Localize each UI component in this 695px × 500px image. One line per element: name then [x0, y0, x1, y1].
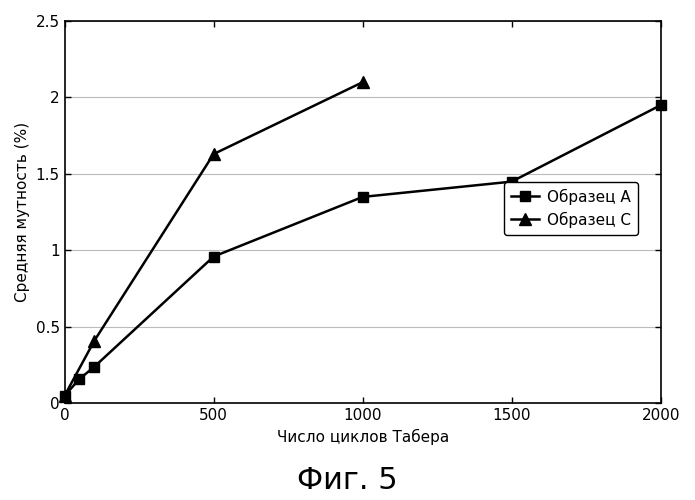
Образец А	[359, 194, 367, 200]
Образец А	[209, 254, 218, 260]
Line: Образец С: Образец С	[59, 76, 368, 402]
Образец А	[507, 178, 516, 184]
Образец С	[209, 151, 218, 157]
X-axis label: Число циклов Табера: Число циклов Табера	[277, 429, 449, 445]
Образец А	[657, 102, 665, 108]
Образец А	[75, 376, 83, 382]
Y-axis label: Средняя мутность (%): Средняя мутность (%)	[15, 122, 30, 302]
Образец С	[90, 338, 99, 344]
Line: Образец А: Образец А	[60, 100, 666, 401]
Образец С	[60, 393, 69, 399]
Образец С	[359, 79, 367, 85]
Образец А	[60, 393, 69, 399]
Text: Фиг. 5: Фиг. 5	[297, 466, 398, 495]
Образец А	[90, 364, 99, 370]
Legend: Образец А, Образец С: Образец А, Образец С	[504, 182, 638, 236]
